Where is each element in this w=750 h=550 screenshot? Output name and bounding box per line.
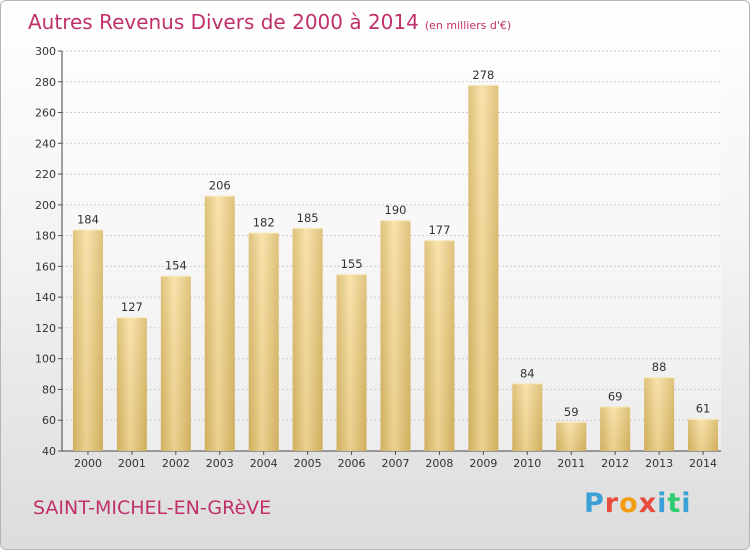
y-tick-label: 80 <box>42 383 56 396</box>
y-tick-label: 140 <box>35 291 56 304</box>
y-tick-label: 200 <box>35 199 56 212</box>
value-label: 61 <box>696 402 711 416</box>
logo-letter: P <box>584 488 605 519</box>
y-tick-label: 260 <box>35 107 56 120</box>
value-label: 184 <box>77 212 99 226</box>
logo-letter: i <box>657 488 668 519</box>
logo-letter: r <box>604 488 620 519</box>
value-label: 84 <box>520 366 535 380</box>
value-label: 182 <box>253 216 275 230</box>
y-tick-label: 40 <box>42 445 56 458</box>
value-label: 59 <box>564 405 579 419</box>
value-label: 154 <box>165 259 187 273</box>
proxiti-logo: Proxiti <box>584 488 692 519</box>
x-tick-label: 2003 <box>206 457 234 470</box>
value-label: 278 <box>472 68 494 82</box>
bar-shade <box>160 275 191 451</box>
x-tick-label: 2007 <box>382 457 410 470</box>
value-label: 190 <box>385 203 407 217</box>
commune-name: SAINT-MICHEL-EN-GRèVE <box>33 497 272 519</box>
x-tick-label: 2010 <box>513 457 541 470</box>
x-tick-label: 2014 <box>689 457 717 470</box>
y-tick-label: 180 <box>35 230 56 243</box>
x-tick-label: 2008 <box>425 457 453 470</box>
y-tick-label: 160 <box>35 260 56 273</box>
y-tick-label: 60 <box>42 414 56 427</box>
x-tick-label: 2004 <box>250 457 278 470</box>
value-label: 206 <box>209 179 231 193</box>
x-tick-label: 2000 <box>74 457 102 470</box>
value-label: 69 <box>608 389 623 403</box>
logo-letter: x <box>638 488 658 519</box>
value-label: 88 <box>652 360 667 374</box>
x-tick-label: 2009 <box>469 457 497 470</box>
chart-title: Autres Revenus Divers de 2000 à 2014 (en … <box>28 10 511 34</box>
x-tick-label: 2013 <box>645 457 673 470</box>
value-label: 185 <box>297 211 319 225</box>
chart-title-text: Autres Revenus Divers de 2000 à 2014 <box>28 10 419 34</box>
bar-shade <box>248 232 279 451</box>
y-tick-label: 240 <box>35 137 56 150</box>
x-tick-label: 2002 <box>162 457 190 470</box>
bar-shade <box>600 406 631 451</box>
x-tick-label: 2006 <box>338 457 366 470</box>
bar-shade <box>336 274 367 451</box>
bar-shade <box>468 84 499 451</box>
x-tick-label: 2011 <box>557 457 585 470</box>
x-tick-label: 2005 <box>294 457 322 470</box>
y-tick-label: 300 <box>35 45 56 58</box>
bar-shade <box>292 227 323 451</box>
bar-shade <box>644 377 675 451</box>
bar-shade <box>424 240 455 451</box>
bar-shade <box>512 383 543 451</box>
x-tick-label: 2012 <box>601 457 629 470</box>
value-label: 155 <box>341 257 363 271</box>
bar-shade <box>72 229 103 451</box>
bar-shade <box>204 195 235 451</box>
logo-letter: t <box>667 488 682 519</box>
bar-shade <box>556 421 587 451</box>
chart-unit: (en milliers d'€) <box>424 19 512 32</box>
bar-shade <box>116 317 147 451</box>
x-tick-label: 2001 <box>118 457 146 470</box>
bar-shade <box>380 220 411 451</box>
value-label: 177 <box>428 223 450 237</box>
y-tick-label: 120 <box>35 322 56 335</box>
logo-letter: o <box>619 488 639 519</box>
y-tick-label: 280 <box>35 76 56 89</box>
value-label: 127 <box>121 300 143 314</box>
y-tick-label: 100 <box>35 353 56 366</box>
logo-letter: i <box>681 488 692 519</box>
bar-shade <box>688 418 719 451</box>
y-tick-label: 220 <box>35 168 56 181</box>
